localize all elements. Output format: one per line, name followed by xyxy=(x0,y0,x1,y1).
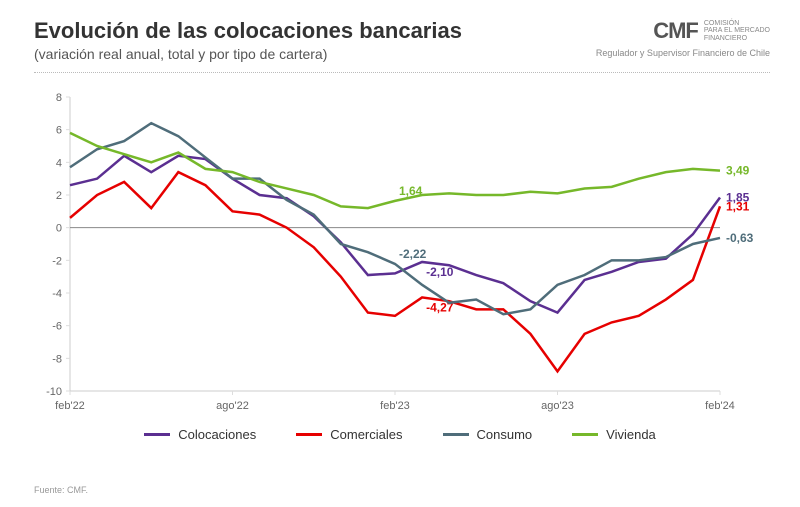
page-title: Evolución de las colocaciones bancarias xyxy=(34,18,462,44)
logo-line1: Comisión xyxy=(704,20,739,27)
y-tick-label: -10 xyxy=(46,386,62,398)
series-line xyxy=(70,133,720,208)
legend-label: Vivienda xyxy=(606,427,656,442)
source-note: Fuente: CMF. xyxy=(34,485,88,495)
logo-acronym: CMF xyxy=(653,18,698,44)
page-subtitle: (variación real anual, total y por tipo … xyxy=(34,46,462,62)
x-tick-label: feb'22 xyxy=(55,400,85,412)
legend-label: Consumo xyxy=(477,427,533,442)
series-end-label: 1,31 xyxy=(726,199,750,213)
x-tick-label: ago'22 xyxy=(216,400,249,412)
series-mid-label: -2,10 xyxy=(426,265,454,279)
series-mid-label: 1,64 xyxy=(399,184,423,198)
series-line xyxy=(70,123,720,314)
legend-item: Consumo xyxy=(443,427,533,442)
x-tick-label: ago'23 xyxy=(541,400,574,412)
chart-legend: Colocaciones Comerciales Consumo Vivienda xyxy=(0,427,800,442)
logo-subtitle: Regulador y Supervisor Financiero de Chi… xyxy=(596,48,770,59)
series-end-label: 3,49 xyxy=(726,164,750,178)
legend-label: Comerciales xyxy=(330,427,402,442)
line-chart: -10 -8 -6 -4 -2 0 2 4 6 8 feb'22 ago'22 feb'23 ago'23… xyxy=(34,87,770,417)
legend-swatch xyxy=(443,433,469,436)
legend-item: Vivienda xyxy=(572,427,656,442)
logo-line2: para el mercado xyxy=(704,27,770,34)
series-mid-label: -2,22 xyxy=(399,247,427,261)
legend-label: Colocaciones xyxy=(178,427,256,442)
y-tick-label: -8 xyxy=(52,353,62,365)
y-tick-label: 6 xyxy=(56,125,62,137)
legend-item: Comerciales xyxy=(296,427,402,442)
header-divider xyxy=(34,72,770,73)
y-tick-label: 8 xyxy=(56,92,62,104)
cmf-logo: CMF Comisión para el mercado financiero … xyxy=(596,18,770,62)
legend-swatch xyxy=(572,433,598,436)
y-tick-label: -2 xyxy=(52,255,62,267)
y-tick-label: 2 xyxy=(56,190,62,202)
y-tick-label: -4 xyxy=(52,288,62,300)
y-tick-label: 4 xyxy=(56,157,62,169)
legend-swatch xyxy=(296,433,322,436)
y-tick-label: -6 xyxy=(52,321,62,333)
logo-line3: financiero xyxy=(704,35,747,42)
x-tick-label: feb'23 xyxy=(380,400,410,412)
x-tick-label: feb'24 xyxy=(705,400,735,412)
legend-swatch xyxy=(144,433,170,436)
series-line xyxy=(70,156,720,313)
series-end-label: -0,63 xyxy=(726,231,754,245)
y-tick-label: 0 xyxy=(56,223,62,235)
legend-item: Colocaciones xyxy=(144,427,256,442)
